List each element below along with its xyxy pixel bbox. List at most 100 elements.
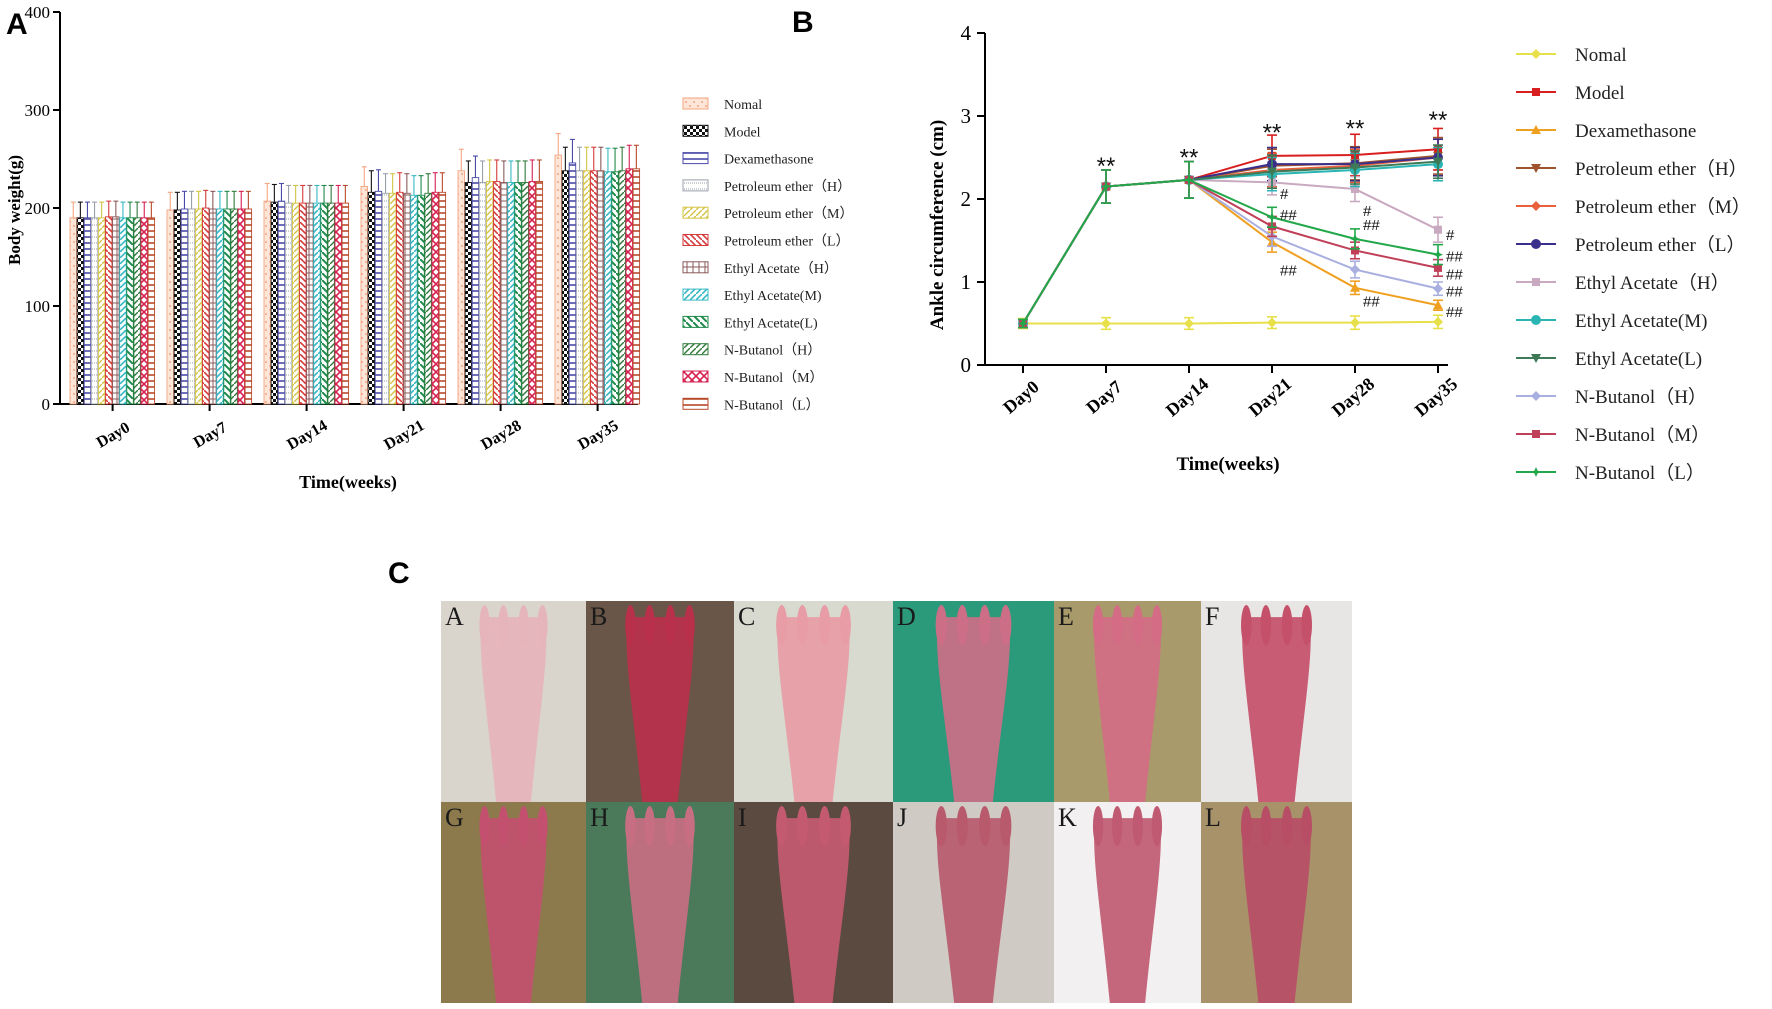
y-axis-title: Ankle circumference (cm)	[927, 120, 948, 330]
paw-toe	[479, 605, 490, 646]
paw-shape	[936, 617, 1011, 802]
data-point	[1350, 233, 1360, 244]
legend-swatch	[682, 179, 709, 192]
bar	[464, 182, 473, 405]
data-point	[1184, 318, 1194, 329]
data-point	[1434, 225, 1442, 234]
bar	[166, 209, 174, 405]
bar	[618, 170, 626, 405]
paw-shape	[626, 818, 694, 1003]
y-tick-label: 1	[961, 270, 972, 294]
bar	[244, 208, 253, 405]
paw-toe	[1260, 605, 1272, 646]
data-point	[1267, 317, 1277, 328]
legend-label: Petroleum ether（M）	[724, 206, 853, 222]
legend: Nomal Model Dexamethasone Petroleum ether（H…	[682, 97, 853, 413]
bar	[478, 182, 487, 405]
bar	[270, 201, 279, 405]
paw-toe	[1260, 806, 1272, 847]
series-11	[1018, 160, 1443, 329]
paw-toe	[518, 605, 529, 646]
data-point	[1351, 246, 1359, 255]
data-point	[1351, 185, 1359, 194]
series-line	[1023, 320, 1439, 325]
significance-label: **	[1263, 120, 1282, 147]
significance-label: ##	[1363, 217, 1380, 234]
significance-label: **	[1429, 107, 1448, 134]
significance-label: **	[1180, 145, 1199, 172]
legend-swatch	[682, 206, 709, 219]
legend-label: N-Butanol（M）	[724, 370, 824, 386]
bar	[424, 192, 432, 405]
panel-b-letter: B	[792, 6, 814, 39]
bar	[263, 200, 271, 405]
legend-label: Model	[724, 125, 761, 140]
y-tick-label: 3	[961, 104, 972, 128]
bar	[367, 191, 376, 405]
series-line	[1022, 178, 1439, 325]
significance-label: ##	[1280, 207, 1297, 224]
photo-label: E	[1058, 602, 1074, 631]
photo-label: K	[1058, 803, 1077, 832]
paw-photo-i: I	[734, 802, 893, 1003]
paw-toe	[979, 806, 991, 847]
data-point	[1531, 49, 1541, 59]
bar	[97, 217, 106, 405]
paw-shape	[1242, 617, 1311, 802]
legend-swatch	[682, 288, 709, 301]
x-tick-label: Day0	[94, 419, 133, 452]
paw-toe	[498, 605, 509, 646]
paw-toe	[479, 806, 490, 847]
paw-photo-c: C	[734, 601, 893, 802]
legend-swatch	[682, 97, 709, 110]
data-point	[1350, 163, 1360, 173]
significance-label: #	[1280, 186, 1289, 203]
paw-toe	[665, 806, 676, 847]
bar	[410, 194, 418, 405]
bar	[500, 182, 508, 405]
legend-label: Model	[1575, 83, 1625, 104]
x-tick-label: Day14	[1162, 374, 1212, 421]
legend-label: N-Butanol（H）	[724, 343, 821, 359]
paw-toe	[796, 806, 808, 847]
x-tick-label: Day7	[1082, 376, 1125, 417]
bar	[216, 208, 224, 405]
bar	[568, 162, 577, 405]
paw-toe	[1241, 605, 1252, 646]
paw-toe	[776, 605, 788, 646]
legend-label: Nomal	[1575, 45, 1627, 66]
paw-photo-k: K	[1054, 802, 1201, 1003]
bar	[69, 217, 77, 405]
bar	[327, 202, 335, 405]
data-point	[1434, 263, 1442, 272]
data-point	[1531, 239, 1541, 249]
paw-toe	[935, 806, 947, 847]
data-point	[1267, 167, 1277, 177]
bar	[306, 202, 314, 405]
paw-toe	[684, 605, 695, 646]
paw-shape	[480, 818, 547, 1003]
paw-toe	[625, 605, 636, 646]
bar	[507, 182, 515, 405]
bar	[180, 208, 189, 405]
bar	[381, 192, 390, 405]
paw-shape	[626, 617, 694, 802]
data-point	[1531, 315, 1541, 325]
paw-toe	[684, 806, 695, 847]
significance-label: **	[1097, 153, 1116, 180]
photo-label: I	[738, 803, 747, 832]
paw-toe	[498, 806, 509, 847]
paw-toe	[1132, 806, 1143, 847]
paw-shape	[1094, 818, 1161, 1003]
bar	[554, 154, 562, 405]
paw-toe	[644, 605, 655, 646]
data-point	[1531, 125, 1541, 134]
paw-toe	[1151, 806, 1163, 847]
paw-toe	[956, 605, 968, 646]
data-point	[1531, 391, 1541, 401]
legend-label: Petroleum ether（L）	[1575, 234, 1745, 256]
y-tick-label: 200	[25, 199, 51, 218]
bar	[147, 217, 156, 405]
y-tick-label: 4	[961, 21, 972, 45]
